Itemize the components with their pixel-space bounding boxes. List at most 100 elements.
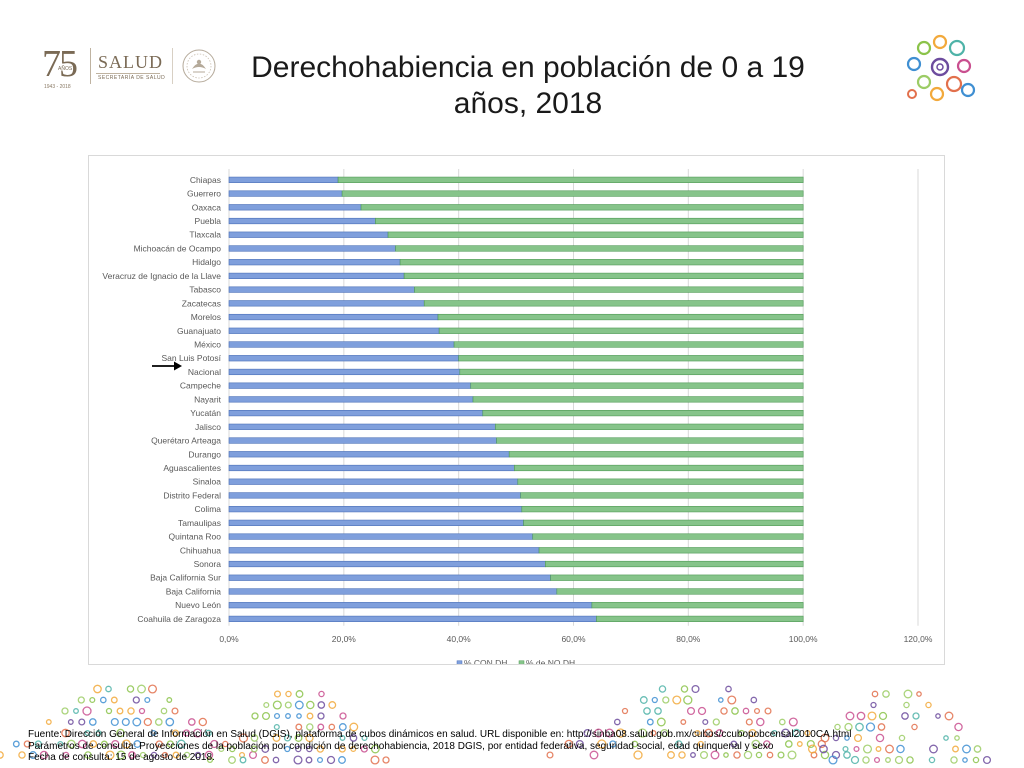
decorative-dot	[105, 707, 113, 715]
decorative-dot	[110, 696, 118, 704]
decorative-dot	[935, 713, 941, 719]
category-label: Durango	[188, 449, 221, 459]
decorative-dot	[597, 739, 607, 749]
x-tick-label: 120,0%	[904, 634, 933, 644]
bar-no-dh	[453, 341, 804, 348]
decorative-dot	[128, 751, 136, 759]
category-label: Jalisco	[195, 422, 221, 432]
decorative-dot	[166, 697, 173, 703]
decorative-dot	[67, 719, 74, 725]
decorative-dot	[796, 741, 803, 747]
decorative-dot	[328, 701, 337, 709]
logo-divider	[90, 48, 91, 84]
legend-label-no-dh: % de NO DH	[526, 658, 575, 664]
decorative-dot	[720, 707, 728, 715]
decorative-dot	[229, 745, 236, 753]
decorative-dot	[132, 717, 142, 727]
bar-con-dh	[228, 615, 597, 623]
bar-con-dh	[228, 204, 362, 211]
decorative-dot	[952, 745, 959, 753]
decorative-dot	[609, 740, 617, 748]
decorative-dot	[295, 690, 304, 698]
decorative-dot	[954, 722, 963, 732]
decorative-dot	[745, 718, 753, 726]
decorative-dot	[273, 712, 281, 720]
decorative-dot	[862, 744, 873, 754]
decorative-dot	[820, 733, 830, 743]
decorative-dot	[912, 712, 920, 720]
category-label: Distrito Federal	[163, 490, 221, 500]
category-label: Chihuahua	[180, 545, 221, 555]
decorative-dot	[285, 713, 291, 719]
decorative-dot	[672, 695, 682, 705]
decorative-dot	[962, 757, 968, 763]
category-label: Morelos	[191, 312, 221, 322]
decorative-dot	[172, 751, 180, 759]
decorative-dot	[338, 756, 346, 764]
decorative-dot	[326, 755, 336, 765]
decorative-dot	[723, 752, 729, 758]
x-tick-label: 80,0%	[676, 634, 701, 644]
decorative-dot	[694, 729, 701, 737]
decorative-dot	[944, 711, 954, 721]
decorative-dot	[165, 717, 175, 727]
bar-con-dh	[228, 313, 439, 321]
category-label: Zacatecas	[182, 298, 221, 308]
decorative-dot	[251, 712, 259, 720]
decorative-dot	[127, 707, 135, 715]
decorative-dot	[272, 734, 281, 742]
decorative-dot	[283, 734, 292, 742]
bar-no-dh	[360, 204, 804, 211]
decorative-dot	[781, 728, 790, 738]
decorative-dot	[583, 728, 592, 738]
decorative-dot	[778, 718, 786, 726]
decorative-dot	[316, 756, 324, 764]
decorative-dot	[187, 718, 196, 726]
decorative-dot	[77, 696, 85, 704]
legend-swatch-con-dh	[456, 660, 463, 664]
decorative-dot	[843, 751, 851, 759]
decorative-dot	[338, 745, 346, 753]
decorative-dot	[594, 728, 603, 738]
slide-title: Derechohabiencia en población de 0 a 19 …	[200, 50, 856, 122]
decorative-dot	[870, 701, 877, 709]
decorative-dot	[160, 707, 168, 715]
category-label: Veracruz de Ignacio de la Llave	[102, 271, 221, 281]
decorative-dot	[144, 696, 151, 704]
decorative-dot	[154, 718, 163, 726]
bar-no-dh	[508, 451, 804, 458]
decorative-dot	[73, 708, 79, 714]
logo-anos-text: AÑOS	[58, 66, 73, 72]
decorative-dot	[856, 711, 866, 721]
logo-divider	[172, 48, 173, 84]
slide-title-line1: Derechohabiencia en población de 0 a 19	[251, 51, 805, 84]
bar-con-dh	[228, 382, 472, 389]
decorative-dot	[192, 728, 203, 738]
decorative-dot	[865, 722, 876, 732]
decorative-dot	[733, 751, 741, 759]
category-label: Tamaulipas	[178, 518, 221, 528]
decorative-dot	[61, 707, 69, 715]
decorative-dot	[339, 712, 347, 720]
decorative-dot	[845, 711, 855, 721]
stacked-bar-chart: 0,0% 20,0% 40,0% 60,0% 80,0% 100,0% 120,0% Chia…	[102, 169, 933, 664]
decorative-dot	[654, 707, 662, 715]
decorative-dot	[306, 723, 314, 731]
category-label: Hidalgo	[192, 257, 221, 267]
arrow-icon	[152, 361, 182, 371]
decorative-dot	[143, 717, 152, 727]
category-label: México	[194, 340, 221, 350]
bar-no-dh	[438, 327, 804, 334]
decorative-dot	[161, 751, 169, 759]
national-seal-icon	[182, 49, 216, 83]
x-tick-label: 40,0%	[447, 634, 472, 644]
decorative-dot	[293, 755, 303, 765]
footer-date-line: Fecha de consulta: 15 de agosto de 2018.	[28, 752, 215, 763]
bar-no-dh	[414, 286, 804, 293]
decorative-dot	[272, 756, 280, 764]
chart-container: 0,0% 20,0% 40,0% 60,0% 80,0% 100,0% 120,0% Chia…	[88, 155, 945, 665]
decorative-dot	[697, 706, 707, 716]
decorative-dot	[295, 723, 303, 731]
decorative-dot	[820, 750, 830, 760]
legend-swatch-no-dh	[518, 660, 525, 664]
